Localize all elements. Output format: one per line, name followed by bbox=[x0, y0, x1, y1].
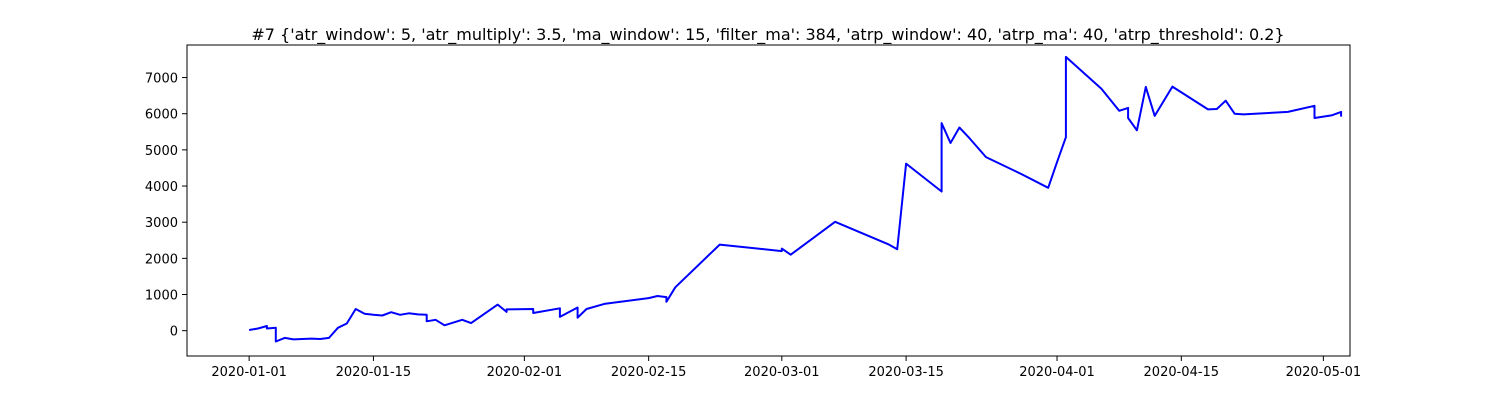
y-tick-label: 5000 bbox=[145, 144, 178, 159]
series-line bbox=[248, 55, 1343, 343]
x-tick-label: 2020-02-15 bbox=[611, 365, 687, 380]
plot-frame bbox=[186, 44, 1351, 357]
y-tick-label: 4000 bbox=[145, 180, 178, 195]
x-tick-label: 2020-03-01 bbox=[744, 365, 820, 380]
y-tick-label: 3000 bbox=[145, 216, 178, 231]
y-tick-label: 0 bbox=[170, 325, 178, 340]
y-axis: 0 1000 2000 3000 4000 5000 6000 7000 bbox=[145, 72, 187, 340]
x-tick-label: 2020-03-15 bbox=[868, 365, 944, 380]
y-tick-label: 7000 bbox=[145, 72, 178, 87]
x-axis: 2020-01-01 2020-01-15 2020-02-01 2020-02-15… bbox=[211, 356, 1361, 380]
y-tick-label: 1000 bbox=[145, 289, 178, 304]
x-tick-label: 2020-04-01 bbox=[1019, 365, 1095, 380]
x-tick-label: 2020-01-01 bbox=[211, 365, 287, 380]
x-tick-label: 2020-05-01 bbox=[1286, 365, 1362, 380]
x-tick-label: 2020-04-15 bbox=[1144, 365, 1220, 380]
y-tick-label: 6000 bbox=[145, 108, 178, 123]
x-tick-label: 2020-02-01 bbox=[487, 365, 563, 380]
chart-title: #7 {'atr_window': 5, 'atr_multiply': 3.5… bbox=[251, 25, 1284, 45]
x-tick-label: 2020-01-15 bbox=[336, 365, 412, 380]
y-tick-label: 2000 bbox=[145, 252, 178, 267]
